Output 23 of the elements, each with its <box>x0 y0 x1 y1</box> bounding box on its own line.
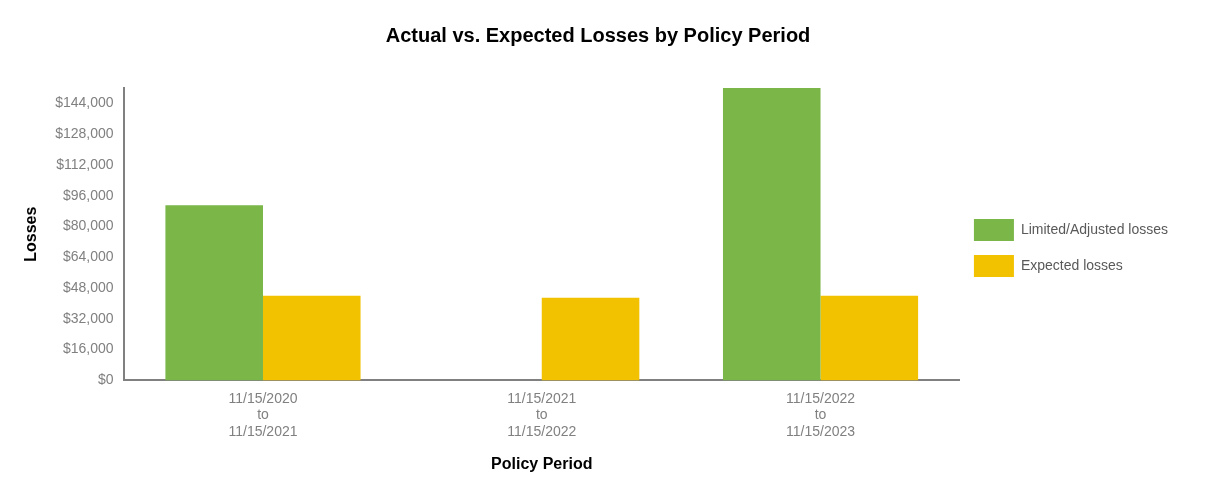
bar <box>165 205 263 381</box>
y-tick-label: $80,000 <box>62 217 114 234</box>
y-tick-label: $96,000 <box>62 186 114 203</box>
x-tick-label: 11/15/2020 to 11/15/2021 <box>228 389 298 440</box>
x-tick-label: 11/15/2021 to 11/15/2022 <box>507 389 577 440</box>
y-tick-label: $48,000 <box>62 278 114 295</box>
y-tick-label: $0 <box>98 371 114 388</box>
legend-label: Limited/Adjusted losses <box>1020 220 1168 237</box>
y-tick-label: $128,000 <box>55 125 114 142</box>
y-axis-title: Losses <box>22 206 40 262</box>
bar <box>722 88 821 381</box>
y-tick-label: $144,000 <box>55 94 114 111</box>
chart-title: Actual vs. Expected Losses by Policy Period <box>385 23 811 46</box>
y-tick-label: $64,000 <box>62 248 114 265</box>
x-axis-title: Policy Period <box>491 454 593 472</box>
y-tick-label: $112,000 <box>56 155 114 172</box>
bar <box>820 295 919 381</box>
bar <box>262 295 361 381</box>
x-tick-label: 11/15/2022 to 11/15/2023 <box>786 389 856 440</box>
legend-label: Expected losses <box>1020 256 1123 273</box>
y-tick-label: $16,000 <box>62 340 114 357</box>
y-tick-label: $32,000 <box>62 309 114 326</box>
bar <box>541 297 640 381</box>
